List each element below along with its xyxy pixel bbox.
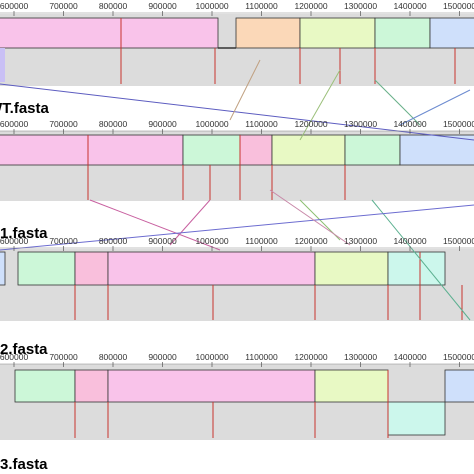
ruler-tick-label: 1100000 xyxy=(245,119,278,129)
ruler-tick-label: 1500000 xyxy=(443,352,474,362)
ruler-tick-label: 1100000 xyxy=(245,236,278,246)
ruler-tick-label: 1000000 xyxy=(195,352,228,362)
ruler-tick-label: 600000 xyxy=(0,119,28,129)
track-3-blocks xyxy=(0,251,463,320)
ruler-tick-label: 800000 xyxy=(99,352,128,362)
track-1-blocks xyxy=(0,17,474,84)
ruler-tick-label: 900000 xyxy=(148,1,177,11)
ruler-tick-label: 1400000 xyxy=(393,119,426,129)
ruler-tick-label: 1300000 xyxy=(344,1,377,11)
ruler-tick-label: 1300000 xyxy=(344,236,377,246)
rulers: 600000 700000 800000 900000 1000000 1100000 12… xyxy=(0,1,474,367)
ruler-tick-label: 900000 xyxy=(148,236,177,246)
ruler-tick-label: 1400000 xyxy=(393,352,426,362)
ruler-tick-label: 1500000 xyxy=(443,119,474,129)
ruler-tick-label: 1500000 xyxy=(443,236,474,246)
track-label: 3.fasta xyxy=(0,456,48,473)
ruler-tick-label: 1500000 xyxy=(443,1,474,11)
ruler-tick-label: 1300000 xyxy=(344,119,377,129)
ruler-tick-label: 700000 xyxy=(49,1,78,11)
ruler-tick-label: 600000 xyxy=(0,1,28,11)
connectors xyxy=(0,59,474,321)
ruler-tick-label: 1400000 xyxy=(393,236,426,246)
track-label: WT.fasta xyxy=(0,100,50,117)
ruler-tick-label: 600000 xyxy=(0,352,28,362)
ruler-tick-label: 1400000 xyxy=(393,1,426,11)
ruler-tick-label: 1000000 xyxy=(195,236,228,246)
ruler-tick-label: 1200000 xyxy=(294,352,327,362)
ruler-tick-label: 700000 xyxy=(49,236,78,246)
ruler-tick-label: 900000 xyxy=(148,119,177,129)
ruler-tick-label: 1000000 xyxy=(195,1,228,11)
ruler-tick-label: 800000 xyxy=(99,1,128,11)
ruler-tick-label: 1300000 xyxy=(344,352,377,362)
ruler-tick-label: 600000 xyxy=(0,236,28,246)
ruler-tick-label: 1000000 xyxy=(195,119,228,129)
ruler-tick-label: 1200000 xyxy=(294,236,327,246)
ruler-tick-label: 1200000 xyxy=(294,1,327,11)
ruler-tick-label: 1200000 xyxy=(294,119,327,129)
track-label: 2.fasta xyxy=(0,341,48,358)
ruler-tick-label: 800000 xyxy=(99,119,128,129)
track-label: 1.fasta xyxy=(0,225,48,242)
ruler-tick-label: 700000 xyxy=(49,352,78,362)
track-2-blocks xyxy=(0,134,474,200)
track-labels: WT.fasta 1.fasta 2.fasta 3.fasta xyxy=(0,100,50,473)
ruler-tick-label: 800000 xyxy=(99,236,128,246)
track-4-blocks xyxy=(14,369,474,438)
ruler-tick-label: 1100000 xyxy=(245,352,278,362)
ruler-tick-label: 700000 xyxy=(49,119,78,129)
ruler-tick-label: 900000 xyxy=(148,352,177,362)
ruler-tick-label: 1100000 xyxy=(245,1,278,11)
